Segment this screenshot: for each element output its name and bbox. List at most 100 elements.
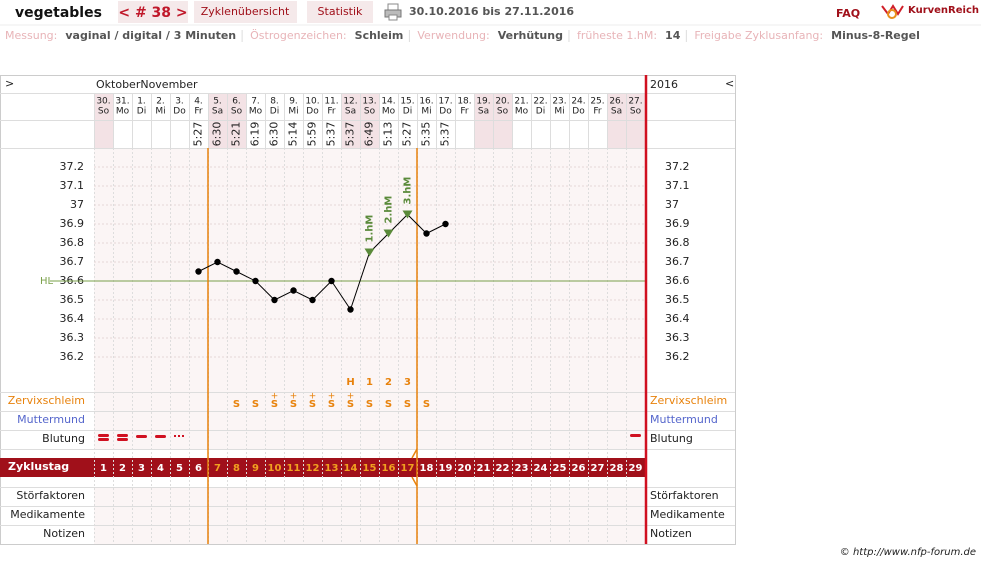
temperature-point [309, 296, 316, 304]
cycle-day: 26 [572, 463, 586, 474]
nav-left: > [5, 77, 14, 90]
y-tick-label: 36.4 [60, 312, 85, 325]
weekday: Do [173, 107, 186, 117]
time: 6:49 [363, 122, 376, 147]
info-value: Verhütung [498, 29, 563, 42]
y-tick-label: 36.2 [665, 350, 690, 363]
time: 5:13 [382, 122, 395, 147]
peak-label: 2.hM [384, 196, 395, 224]
period: 30.10.2016 bis 27.11.2016 [409, 5, 574, 18]
cycle-day: 16 [382, 463, 396, 474]
weekday: So [630, 107, 642, 117]
date: 9. [289, 97, 298, 107]
y-tick-label: 36.6 [665, 274, 690, 287]
weekday: Mo [382, 107, 396, 117]
mucus: S [366, 399, 373, 410]
y-tick-label: 36.8 [665, 236, 690, 249]
row-label: Zyklustag [8, 460, 69, 473]
info-value: vaginal / digital / 3 Minuten [65, 29, 236, 42]
brand-icon [881, 4, 904, 19]
time: 5:21 [230, 122, 243, 147]
weekday: Sa [611, 107, 622, 117]
temperature-point [347, 306, 354, 313]
row-label: Blutung [42, 432, 85, 445]
date: 5. [213, 97, 222, 107]
y-tick-label: 37 [665, 198, 679, 211]
temperature-point [271, 296, 278, 304]
date: 18. [457, 97, 471, 107]
row-label: Zervixschleim [650, 394, 727, 407]
printer-icon[interactable] [384, 3, 402, 21]
y-tick-label: 36.5 [60, 293, 85, 306]
time: 5:59 [306, 122, 319, 147]
weekday: Mi [155, 107, 165, 117]
date: 7. [251, 97, 260, 107]
temperature-point [328, 277, 335, 285]
tab[interactable]: Statistik [318, 5, 364, 18]
date: 26. [609, 97, 623, 107]
info-label: Messung: [5, 29, 57, 42]
date: 10. [305, 97, 319, 107]
bleeding-mark [182, 435, 184, 437]
footer: © http://www.nfp-forum.de [840, 547, 976, 558]
rows-bg [94, 392, 645, 449]
mucus: S [290, 399, 297, 410]
bleeding-mark [98, 434, 109, 437]
cycle-day: 4 [157, 463, 164, 474]
cycle-day-bar [0, 458, 645, 477]
weekday: So [364, 107, 376, 117]
time: 5:27 [401, 122, 414, 147]
cycle-day: 2 [119, 463, 126, 474]
bleeding-mark [98, 438, 109, 441]
mucus: S [385, 399, 392, 410]
mucus-plus: + [271, 392, 279, 402]
faq-link[interactable]: FAQ [836, 7, 860, 20]
weekday: Fr [194, 107, 203, 117]
cycle-day: 23 [515, 463, 529, 474]
row-label: Notizen [43, 527, 85, 540]
date: 31. [115, 97, 129, 107]
tab[interactable]: Zyklenübersicht [201, 5, 290, 18]
cycle-day: 10 [268, 463, 282, 474]
hl-label: HL [40, 276, 54, 287]
brand[interactable]: KurvenReich [908, 5, 979, 16]
peak-label: 1.hM [365, 215, 376, 243]
cycle-day: 1 [100, 463, 107, 474]
mucus-plus: + [347, 392, 355, 402]
cycle-day: 11 [287, 463, 301, 474]
plot-bg [94, 148, 645, 392]
mucus-plus: + [328, 392, 336, 402]
info-label: Verwendung: [417, 29, 489, 42]
mucus: S [423, 399, 430, 410]
date: 16. [419, 97, 433, 107]
nav-right: < [725, 77, 734, 90]
weekday: Fr [460, 107, 469, 117]
info-value: Schleim [355, 29, 404, 42]
cycle-day: 14 [344, 463, 358, 474]
y-tick-label: 37.1 [665, 179, 690, 192]
weekday: Mi [554, 107, 564, 117]
count-label: H [346, 377, 354, 388]
weekday: Di [137, 107, 146, 117]
info-value: Minus-8-Regel [831, 29, 920, 42]
weekday: Sa [478, 107, 489, 117]
tab-bg [194, 1, 297, 23]
weekday: So [231, 107, 243, 117]
date: 19. [476, 97, 490, 107]
time: 6:30 [268, 122, 281, 147]
weekday: Mo [116, 107, 130, 117]
weekday: So [497, 107, 509, 117]
cycle-nav[interactable]: < # 38 > [118, 5, 187, 21]
y-tick-label: 37.1 [60, 179, 85, 192]
date: 22. [533, 97, 547, 107]
date: 30. [96, 97, 110, 107]
date: 27. [628, 97, 642, 107]
cycle-day: 24 [534, 463, 548, 474]
mucus-plus: + [290, 392, 298, 402]
mucus: S [347, 399, 354, 410]
time: 6:19 [249, 122, 262, 147]
y-tick-label: 36.3 [665, 331, 690, 344]
date: 13. [362, 97, 376, 107]
weekday: Do [439, 107, 452, 117]
